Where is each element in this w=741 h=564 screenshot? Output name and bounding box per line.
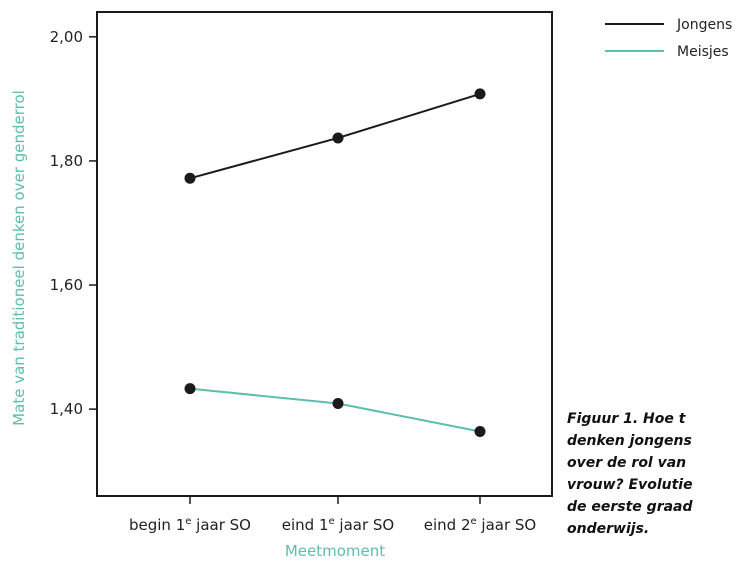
data-point-meisjes — [184, 383, 196, 395]
y-axis-title: Mate van traditioneel denken over gender… — [10, 90, 28, 426]
y-tick-label: 1,80 — [50, 152, 83, 170]
series-layer — [184, 88, 486, 437]
x-tick-label: eind 1e jaar SO — [282, 516, 395, 534]
y-tick-label: 2,00 — [50, 28, 83, 46]
y-axis: 2,00 1,80 1,60 1,40 — [50, 28, 97, 418]
series-line-meisjes — [189, 387, 481, 433]
x-axis-title: Meetmoment — [285, 542, 385, 560]
data-point-jongens — [474, 88, 486, 100]
data-point-jongens — [184, 172, 196, 184]
legend-label-meisjes: Meisjes — [677, 44, 729, 60]
legend: Jongens Meisjes — [605, 17, 732, 60]
x-tick-label: begin 1e jaar SO — [129, 516, 251, 534]
plot-area — [96, 11, 553, 497]
data-point-meisjes — [474, 425, 486, 437]
legend-label-jongens: Jongens — [676, 17, 732, 33]
figure-caption: Figuur 1. Hoe t denken jongens over de r… — [567, 411, 693, 537]
y-tick-label: 1,40 — [50, 400, 83, 418]
data-point-meisjes — [332, 398, 344, 410]
y-tick-label: 1,60 — [50, 276, 83, 294]
data-point-jongens — [332, 132, 344, 144]
x-axis: begin 1e jaar SO eind 1e jaar SO eind 2e j… — [129, 496, 536, 534]
x-tick-label: eind 2e jaar SO — [424, 516, 537, 534]
